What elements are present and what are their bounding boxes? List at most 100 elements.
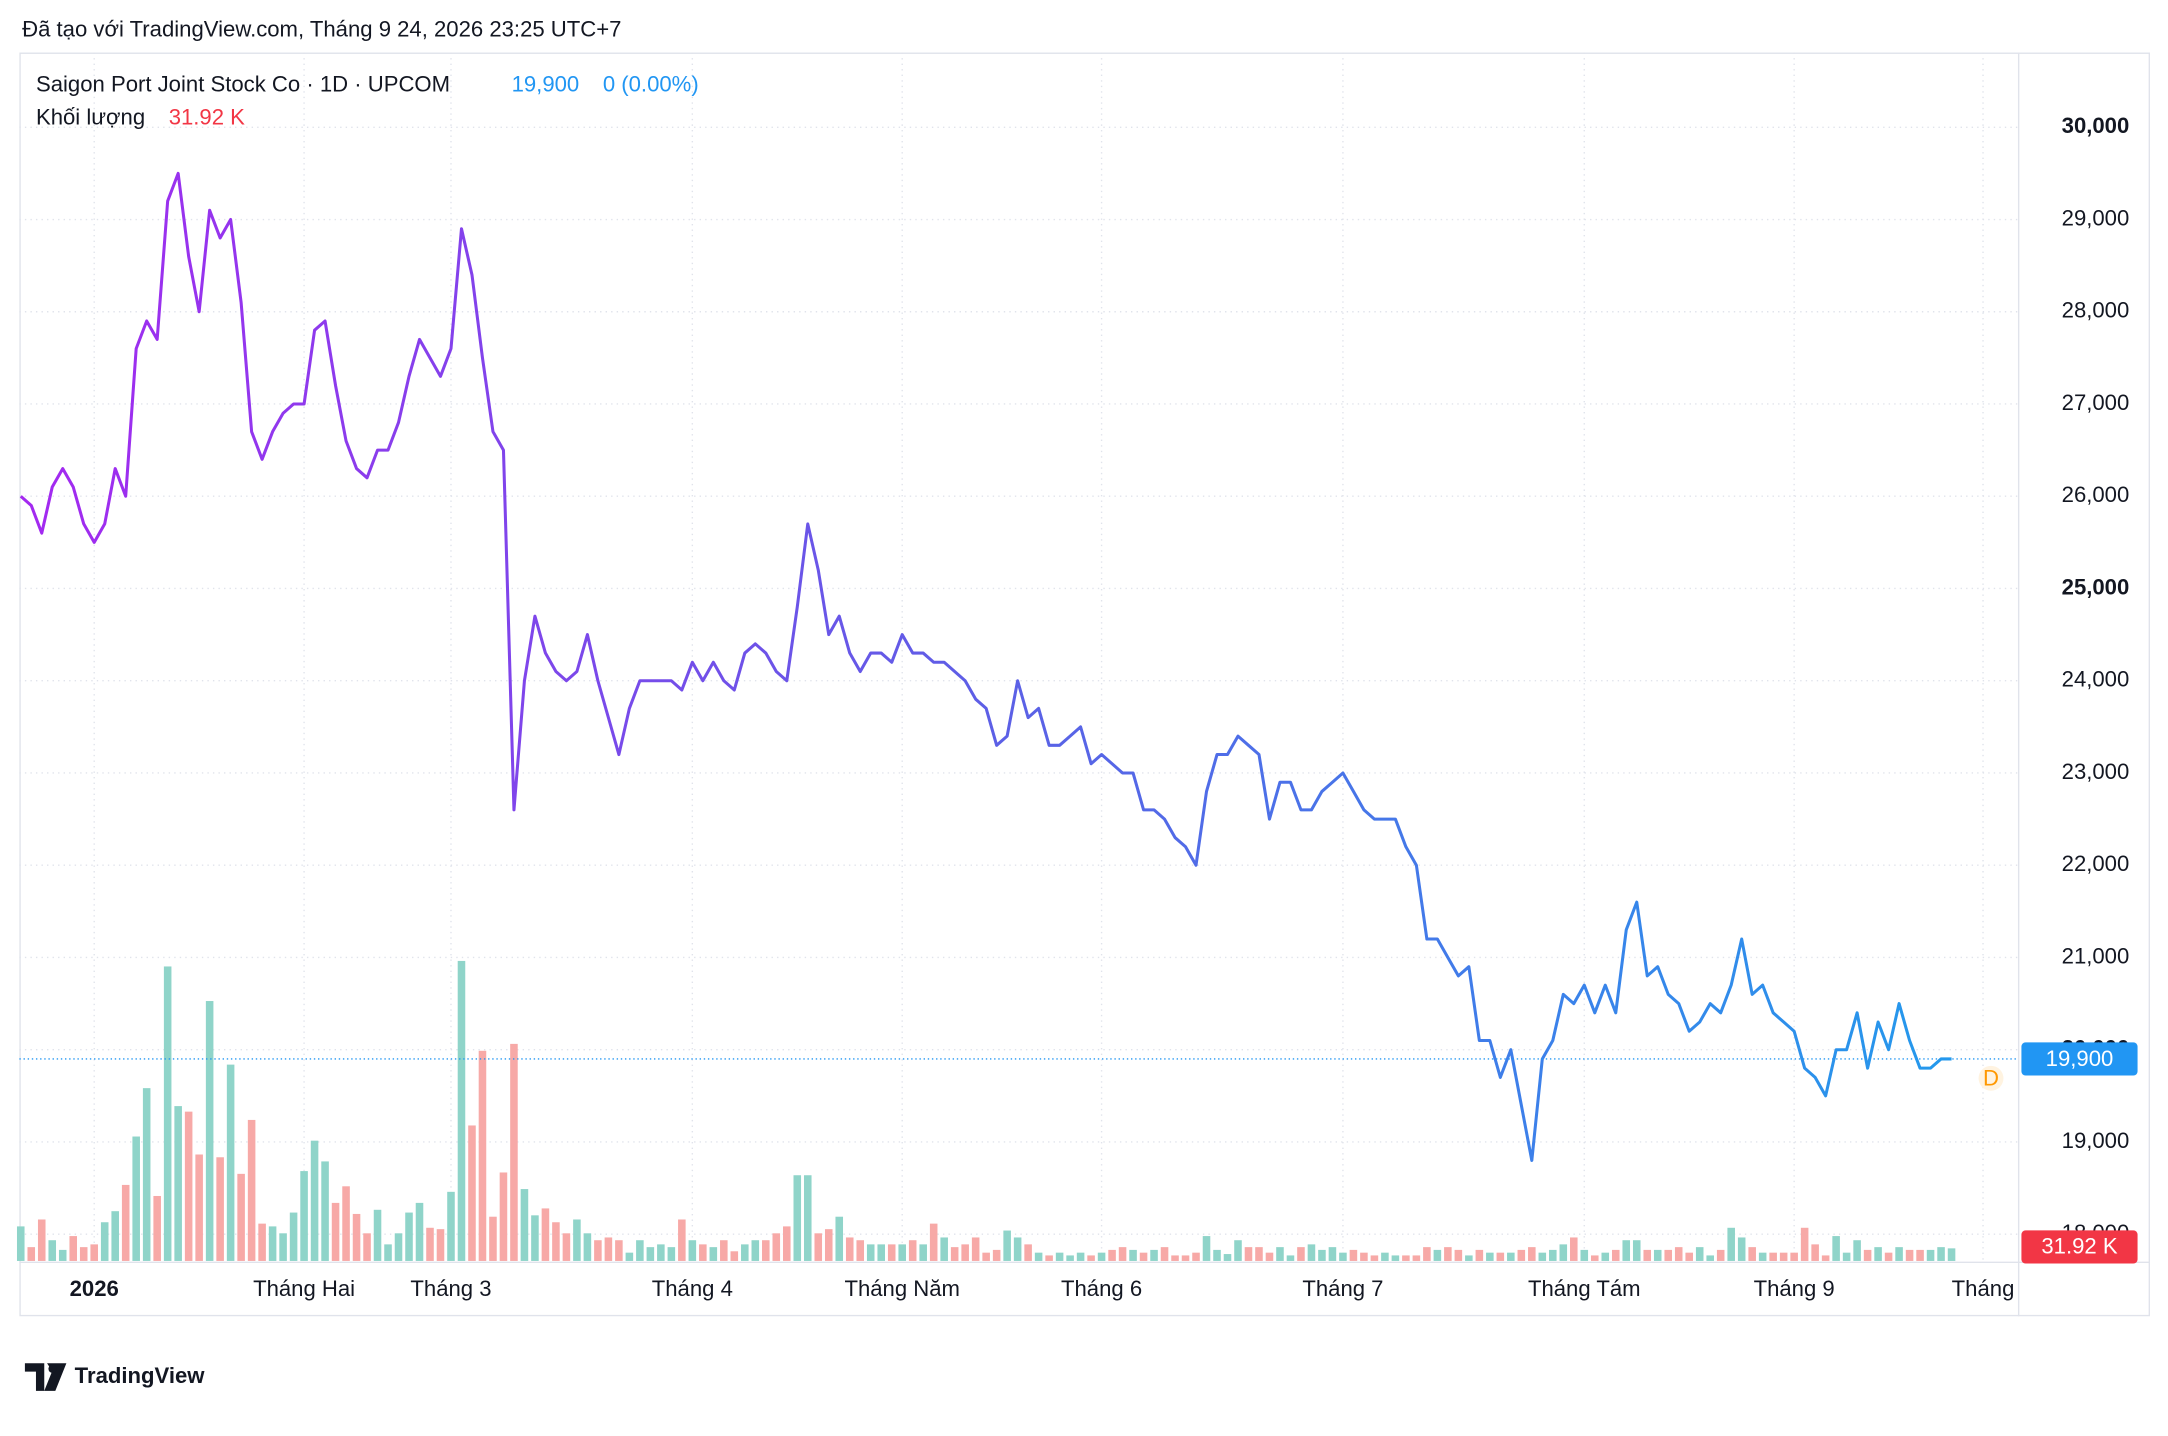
volume-bar	[457, 960, 466, 1261]
volume-bar	[1276, 1247, 1284, 1261]
volume-bar	[1549, 1249, 1557, 1261]
volume-bar	[1895, 1247, 1903, 1261]
volume-bar	[1486, 1252, 1494, 1261]
x-tick-label: Tháng 6	[1061, 1276, 1142, 1301]
volume-bar	[321, 1161, 329, 1261]
volume-bar	[510, 1043, 518, 1261]
volume-bar	[100, 1222, 109, 1261]
volume-bar	[499, 1172, 508, 1261]
volume-bar	[961, 1244, 969, 1261]
volume-bar	[940, 1237, 948, 1261]
volume-bar	[1171, 1255, 1179, 1261]
volume-bar	[1213, 1249, 1221, 1261]
volume-bar	[352, 1213, 361, 1261]
volume-bar	[709, 1247, 718, 1261]
volume-bar	[363, 1233, 371, 1261]
logo: TradingView	[24, 1363, 206, 1391]
volume-bar	[289, 1212, 298, 1261]
volume-bar	[1601, 1252, 1610, 1261]
volume-bar	[1517, 1249, 1526, 1261]
volume-layer	[16, 960, 1956, 1261]
volume-bar	[1779, 1252, 1788, 1261]
volume-bar	[1590, 1255, 1599, 1261]
volume-bar	[824, 1229, 833, 1261]
volume-bar	[1475, 1249, 1484, 1261]
volume-bar	[982, 1252, 990, 1261]
volume-bar	[1328, 1247, 1337, 1261]
volume-bar	[793, 1175, 802, 1261]
volume-bar	[1465, 1255, 1473, 1261]
volume-bar	[1234, 1240, 1242, 1261]
volume-bar	[1674, 1247, 1683, 1261]
volume-bar	[1538, 1252, 1547, 1261]
volume-bar	[1685, 1252, 1693, 1261]
price-line	[19, 171, 1952, 1162]
volume-bar	[877, 1244, 885, 1261]
volume-bar	[279, 1233, 287, 1261]
volume-bar	[1874, 1247, 1882, 1261]
volume-bar	[1444, 1247, 1452, 1261]
volume-bar	[489, 1216, 497, 1261]
x-tick-label: Tháng 4	[652, 1276, 733, 1301]
legend-volume-value: 31.92 K	[169, 105, 245, 130]
volume-bar	[1076, 1252, 1085, 1261]
volume-bar	[1454, 1249, 1463, 1261]
volume-bar	[1570, 1237, 1578, 1261]
volume-bar	[1160, 1247, 1169, 1261]
volume-bar	[121, 1184, 130, 1261]
volume-bar	[1202, 1236, 1211, 1261]
volume-bar	[1695, 1247, 1704, 1261]
volume-bar	[48, 1240, 57, 1261]
volume-bar	[835, 1216, 844, 1261]
volume-bar	[1097, 1252, 1106, 1261]
volume-bar	[950, 1247, 959, 1261]
volume-bar	[1150, 1249, 1158, 1261]
x-tick-label: Tháng Năm	[844, 1276, 960, 1301]
volume-bar	[992, 1249, 1001, 1261]
volume-bar	[1349, 1249, 1358, 1261]
volume-bar	[79, 1247, 88, 1261]
y-tick-label: 24,000	[2062, 667, 2130, 692]
volume-bar	[1853, 1240, 1861, 1261]
volume-bar	[1811, 1244, 1819, 1261]
volume-bar	[1181, 1255, 1190, 1261]
volume-bar	[678, 1219, 686, 1261]
y-tick-label: 25,000	[2062, 574, 2130, 599]
volume-bar	[1821, 1255, 1830, 1261]
x-tick-label: Tháng 3	[410, 1276, 491, 1301]
last-volume-label: 31.92 K	[2041, 1234, 2117, 1259]
volume-bar	[1622, 1240, 1631, 1261]
volume-bar	[1905, 1249, 1914, 1261]
series-marker-label: D	[1983, 1066, 1999, 1091]
volume-bar	[751, 1240, 760, 1261]
caption: Đã tạo với TradingView.com, Tháng 9 24, …	[22, 16, 621, 41]
volume-bar	[1402, 1255, 1410, 1261]
legend-change: 0 (0.00%)	[603, 72, 699, 97]
legend-last-price: 19,900	[512, 72, 580, 97]
volume-bar	[1286, 1255, 1295, 1261]
volume-bar	[174, 1106, 182, 1261]
volume-bar	[447, 1191, 455, 1261]
volume-bar	[415, 1202, 424, 1261]
price-layer: D	[19, 171, 2019, 1162]
volume-bar	[1769, 1252, 1777, 1261]
x-tick-label: Tháng Hai	[253, 1276, 355, 1301]
volume-bar	[1664, 1249, 1673, 1261]
volume-bar	[1643, 1249, 1652, 1261]
y-tick-label: 22,000	[2062, 851, 2130, 876]
volume-bar	[1884, 1252, 1893, 1261]
axis-layer: 18,00019,00020,00021,00022,00023,00024,0…	[70, 113, 2138, 1301]
last-price-label: 19,900	[2046, 1046, 2114, 1071]
volume-bar	[300, 1171, 308, 1261]
y-tick-label: 27,000	[2062, 390, 2130, 415]
volume-bar	[69, 1236, 78, 1261]
volume-bar	[1192, 1252, 1200, 1261]
volume-bar	[1307, 1244, 1316, 1261]
volume-bar	[866, 1244, 875, 1261]
y-tick-label: 30,000	[2062, 113, 2130, 138]
volume-bar	[436, 1229, 445, 1261]
volume-bar	[1360, 1252, 1368, 1261]
logo-text: TradingView	[75, 1363, 206, 1388]
volume-bar	[1433, 1249, 1442, 1261]
volume-bar	[615, 1240, 623, 1261]
